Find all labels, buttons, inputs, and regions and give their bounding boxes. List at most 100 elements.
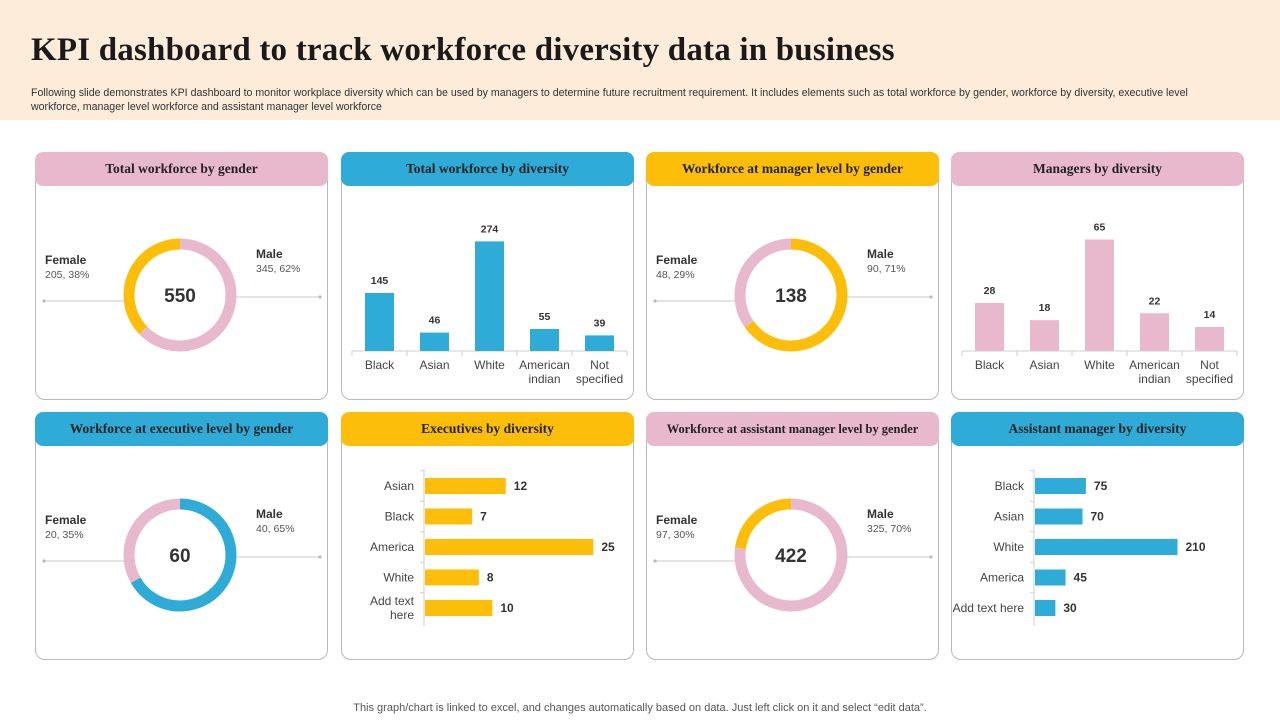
bar-value-label: 8 — [487, 571, 494, 585]
bar-not-specified — [1195, 327, 1224, 351]
panel-asst-diversity[interactable]: Assistant manager by diversity 75 Black 70… — [951, 412, 1244, 660]
category-label: specified — [1186, 372, 1233, 386]
chart-asst-gender[interactable]: 422 Female 97, 30% Male 325, 70% — [647, 447, 940, 661]
donut-total: 138 — [775, 286, 807, 307]
bar-value-label: 75 — [1094, 479, 1108, 493]
panel-exec-diversity[interactable]: Executives by diversity 12 Asian 7 Black 25 A… — [341, 412, 634, 660]
male-value: 325, 70% — [867, 523, 911, 535]
panel-exec-gender[interactable]: Workforce at executive level by gender 6… — [35, 412, 328, 660]
chart-manager-gender[interactable]: 138 Female 48, 29% Male 90, 71% — [647, 187, 940, 401]
male-name: Male — [867, 507, 894, 521]
bar-value-label: 46 — [429, 315, 441, 327]
category-label: Asian — [994, 510, 1024, 524]
bar-add-text-here — [425, 600, 493, 616]
female-value: 48, 29% — [656, 269, 695, 281]
bar-value-label: 145 — [371, 275, 389, 287]
bar-value-label: 274 — [481, 223, 499, 235]
category-label: White — [383, 571, 414, 585]
bar-value-label: 25 — [601, 540, 615, 554]
bar-value-label: 14 — [1204, 309, 1216, 321]
category-label: Black — [365, 358, 395, 372]
category-label: indian — [528, 372, 560, 386]
bar-value-label: 39 — [594, 317, 606, 329]
panel-manager-diversity[interactable]: Managers by diversity 28 Black 18 Asian 65 Wh… — [951, 152, 1244, 400]
bar-white — [1085, 239, 1114, 351]
page-title: KPI dashboard to track workforce diversi… — [31, 32, 895, 68]
category-label: White — [1084, 358, 1115, 372]
bar-black — [425, 508, 473, 525]
male-leader-dot — [929, 555, 933, 559]
bar-america — [1035, 569, 1066, 586]
category-label: indian — [1138, 372, 1170, 386]
category-label: Asian — [384, 479, 414, 493]
panel-title: Total workforce by gender — [35, 152, 328, 186]
category-label: Black — [385, 510, 415, 524]
male-leader-dot — [318, 555, 322, 559]
bar-value-label: 12 — [514, 479, 528, 493]
bar-value-label: 10 — [500, 601, 514, 615]
chart-asst-diversity[interactable]: 75 Black 70 Asian 210 White 45 America 30 Add tex… — [952, 447, 1245, 661]
female-leader-dot — [42, 559, 46, 563]
female-value: 97, 30% — [656, 529, 695, 541]
category-label: Not — [1200, 358, 1219, 372]
bar-not-specified — [585, 335, 614, 351]
panel-manager-gender[interactable]: Workforce at manager level by gender 138… — [646, 152, 939, 400]
male-name: Male — [867, 247, 894, 261]
category-label: America — [980, 571, 1024, 585]
category-label: American — [519, 358, 570, 372]
category-label: Asian — [419, 358, 449, 372]
male-value: 90, 71% — [867, 263, 906, 275]
panel-title: Managers by diversity — [951, 152, 1244, 186]
category-label: Add text — [370, 594, 415, 608]
slice-female — [123, 498, 237, 612]
bar-america — [425, 539, 594, 555]
bar-asian — [425, 478, 506, 494]
bar-black — [365, 293, 394, 351]
bar-value-label: 7 — [480, 510, 487, 524]
bar-white — [425, 569, 479, 586]
bar-value-label: 18 — [1039, 302, 1051, 314]
female-leader-dot — [42, 299, 46, 303]
header-banner: KPI dashboard to track workforce diversi… — [0, 0, 1280, 120]
female-name: Female — [656, 513, 698, 527]
panel-title: Workforce at manager level by gender — [646, 152, 939, 186]
female-leader-dot — [653, 559, 657, 563]
bar-value-label: 70 — [1091, 510, 1105, 524]
female-leader-dot — [653, 299, 657, 303]
male-value: 40, 65% — [256, 523, 295, 535]
chart-exec-gender[interactable]: 60 Female 20, 35% Male 40, 65% — [36, 447, 329, 661]
category-label: American — [1129, 358, 1180, 372]
panel-total-diversity[interactable]: Total workforce by diversity 145 Black 46 A… — [341, 152, 634, 400]
chart-total-gender[interactable]: 550 Female 205, 38% Male 345, 62% — [36, 187, 329, 401]
bar-value-label: 55 — [539, 311, 551, 323]
donut-total: 422 — [775, 546, 807, 567]
male-leader-dot — [318, 295, 322, 299]
female-value: 20, 35% — [45, 529, 84, 541]
slice-female — [734, 238, 848, 352]
male-name: Male — [256, 247, 283, 261]
bar-american-indian — [1140, 313, 1169, 351]
male-leader-dot — [929, 295, 933, 299]
category-label: White — [993, 540, 1024, 554]
category-label: specified — [576, 372, 623, 386]
bar-american-indian — [530, 329, 559, 351]
female-name: Female — [45, 513, 87, 527]
chart-exec-diversity[interactable]: 12 Asian 7 Black 25 America 8 White 10 Add texthe… — [342, 447, 635, 661]
donut-total: 550 — [164, 286, 196, 307]
bar-black — [975, 303, 1004, 351]
category-label: Not — [590, 358, 609, 372]
category-label: America — [370, 540, 414, 554]
male-value: 345, 62% — [256, 263, 300, 275]
bar-value-label: 45 — [1074, 571, 1088, 585]
bar-white — [475, 241, 504, 351]
page-description: Following slide demonstrates KPI dashboa… — [31, 87, 1188, 113]
panel-asst-gender[interactable]: Workforce at assistant manager level by … — [646, 412, 939, 660]
panel-total-gender[interactable]: Total workforce by gender 550 Female 205, … — [35, 152, 328, 400]
category-label: Add text here — [953, 601, 1025, 615]
bar-value-label: 28 — [984, 285, 996, 297]
category-label: Asian — [1029, 358, 1059, 372]
bar-asian — [420, 332, 449, 351]
bar-value-label: 22 — [1149, 295, 1161, 307]
